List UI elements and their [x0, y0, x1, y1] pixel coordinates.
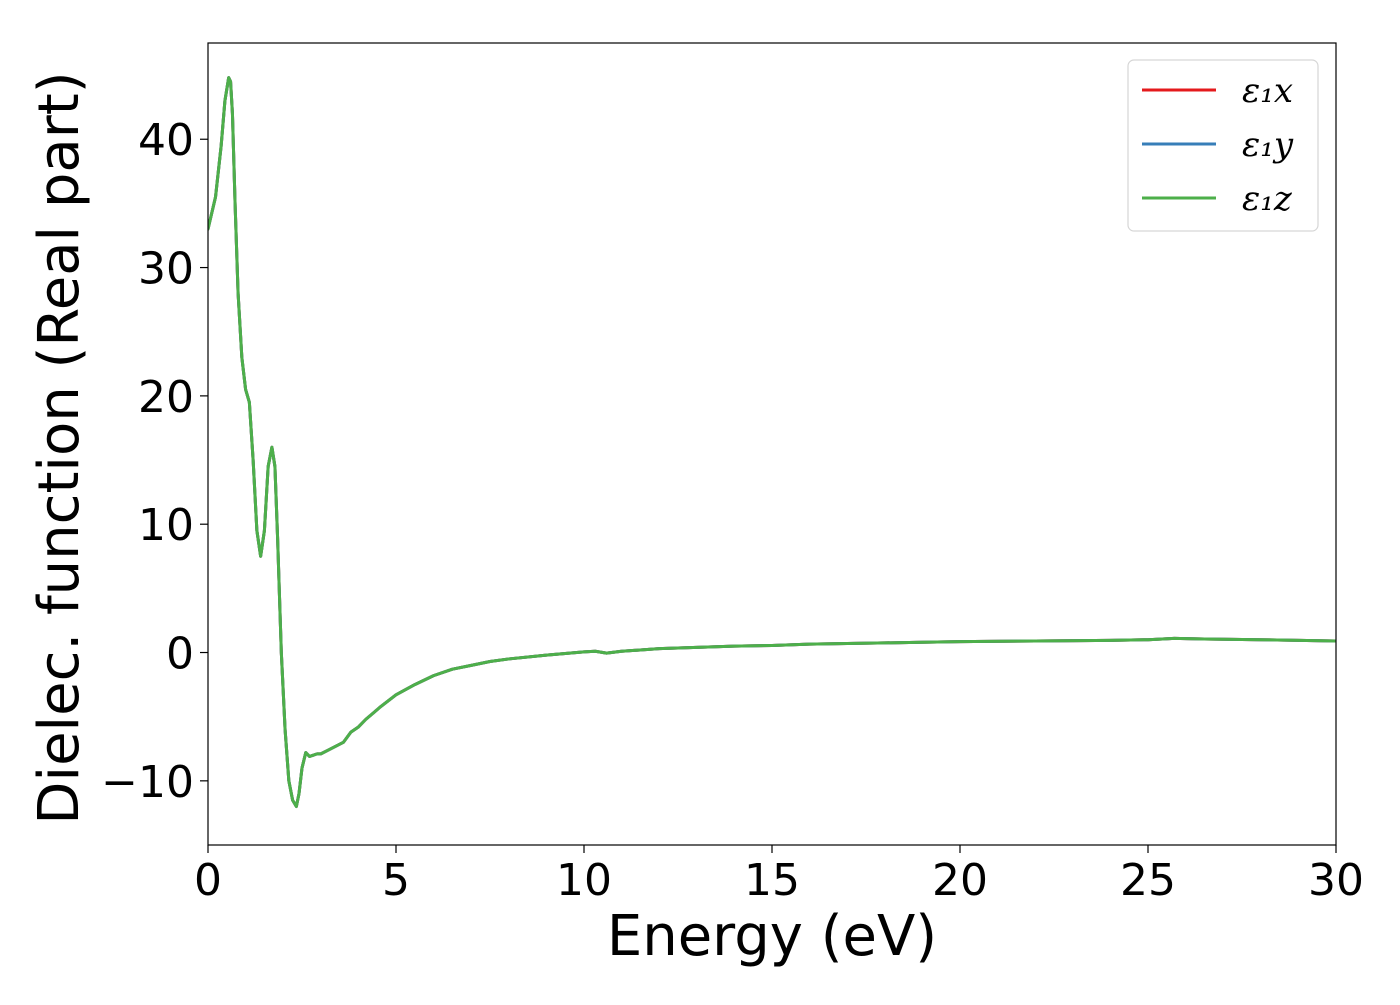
x-tick-label: 30 — [1308, 855, 1364, 906]
y-tick-label: 30 — [138, 244, 194, 295]
plot-area — [208, 76, 1336, 808]
y-axis-label: Dielec. function (Real part) — [27, 71, 92, 824]
x-tick-label: 20 — [932, 855, 988, 906]
legend: ε₁x ε₁y ε₁z — [1127, 59, 1319, 232]
legend-label-3: ε₁z — [1242, 179, 1293, 219]
plot-frame — [207, 42, 1337, 846]
legend-box — [1127, 59, 1319, 232]
y-tick-label: 10 — [138, 500, 194, 551]
x-tick-label: 25 — [1120, 855, 1176, 906]
x-tick-label: 0 — [194, 855, 222, 906]
x-axis: 0 5 10 15 20 25 30 — [194, 845, 1364, 906]
y-tick-label: −10 — [101, 757, 194, 808]
x-axis-label: Energy (eV) — [607, 904, 937, 969]
x-tick-label: 10 — [556, 855, 612, 906]
legend-label-1: ε₁x — [1242, 71, 1293, 111]
x-tick-label: 5 — [382, 855, 410, 906]
x-tick-label: 15 — [744, 855, 800, 906]
y-tick-label: 40 — [138, 115, 194, 166]
y-axis: −10 0 10 20 30 40 — [101, 115, 208, 808]
legend-label-2: ε₁y — [1242, 125, 1294, 165]
y-tick-label: 0 — [166, 629, 194, 680]
y-tick-label: 20 — [138, 372, 194, 423]
series-line-3 — [208, 76, 1336, 808]
